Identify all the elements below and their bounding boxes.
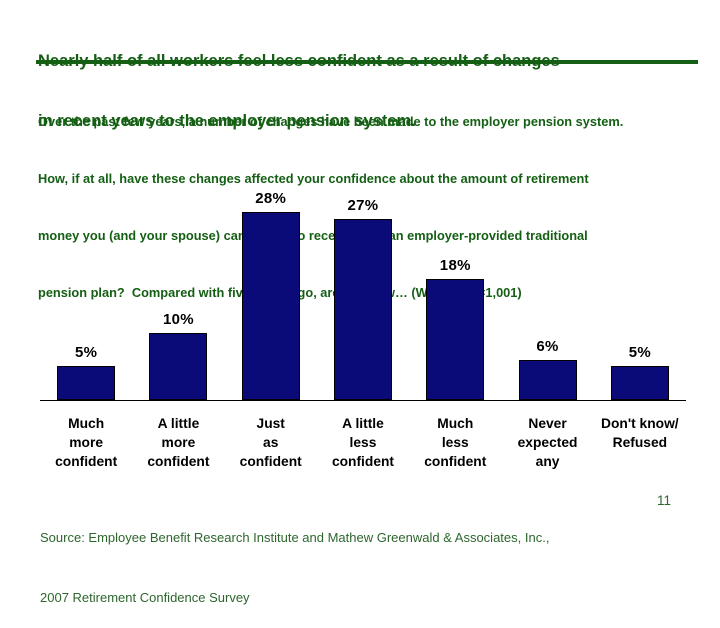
bar [149, 333, 208, 400]
bar-value-label: 5% [75, 344, 98, 361]
category-label: A little less confident [331, 416, 395, 469]
chart-column: 18% [409, 257, 501, 400]
category-label: Just as confident [239, 416, 302, 469]
question-line-1: Over the past few years, a number of cha… [38, 114, 624, 129]
category-label: Much less confident [424, 416, 487, 469]
category-label: Never expected any [517, 416, 578, 469]
title-divider-rule [36, 60, 698, 64]
source-line-1: Source: Employee Benefit Research Instit… [40, 530, 550, 545]
category-label: A little more confident [147, 416, 210, 469]
bar-value-label: 10% [162, 311, 194, 328]
bar-value-label: 6% [536, 338, 559, 355]
bar [333, 219, 392, 400]
chart-column: 10% [132, 311, 224, 400]
category-label: Don't know/ Refused [601, 416, 679, 450]
chart-column: 6% [501, 338, 593, 400]
chart-column: 5% [40, 344, 132, 400]
chart-plot-area: 5% 10% 28% 27% 18% 6% 5% [40, 165, 686, 400]
bar [610, 366, 669, 400]
chart-column: 27% [317, 197, 409, 400]
bar [57, 366, 116, 400]
bar [426, 279, 485, 400]
bar-value-label: 18% [439, 257, 471, 274]
bar [241, 212, 300, 400]
chart-column: 5% [594, 344, 686, 400]
bar [518, 360, 577, 400]
x-axis-line [40, 400, 686, 401]
source-line-2: 2007 Retirement Confidence Survey [40, 590, 250, 605]
bar-chart: 5% 10% 28% 27% 18% 6% 5% Much more confident A … [40, 165, 686, 471]
question-line-2: How, if at all, have these changes affec… [38, 171, 589, 186]
bar-value-label: 28% [255, 190, 287, 207]
source-note: Source: Employee Benefit Research Instit… [40, 488, 549, 628]
bar-value-label: 27% [347, 197, 379, 214]
category-label: Much more confident [55, 416, 118, 469]
category-axis-labels: Much more confident A little more confide… [40, 414, 686, 471]
chart-column: 28% [225, 190, 317, 400]
bar-value-label: 5% [628, 344, 651, 361]
page-number: 11 [657, 493, 672, 508]
slide-title-line-2: in recent years to the employer pension … [38, 112, 416, 130]
